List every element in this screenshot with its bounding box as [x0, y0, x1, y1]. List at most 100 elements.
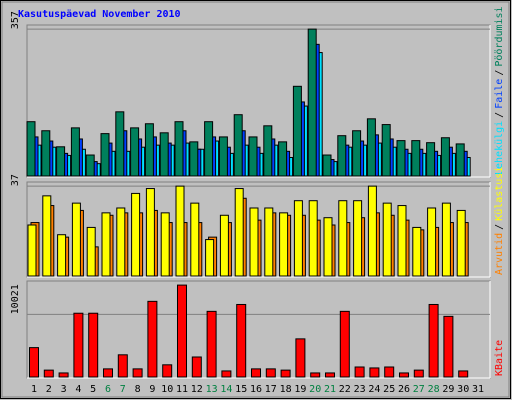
x-tick-label: 6	[105, 384, 111, 395]
bar	[278, 141, 288, 177]
x-tick-label: 2	[46, 384, 52, 395]
bar	[338, 200, 348, 277]
legend: Lehekülgi / Faile / Pöördumisi	[494, 6, 505, 175]
bar	[293, 200, 303, 277]
bar	[147, 300, 158, 378]
bar	[441, 202, 451, 277]
bar	[85, 154, 95, 177]
bar	[103, 368, 113, 378]
bar	[339, 310, 350, 378]
bar	[411, 140, 421, 177]
bar	[455, 143, 465, 177]
y-tick-label: 10021	[10, 284, 21, 314]
bar	[426, 142, 436, 177]
bar	[175, 185, 185, 277]
x-tick-label: 5	[90, 384, 96, 395]
bar	[130, 127, 140, 177]
bar	[131, 192, 141, 277]
panel	[26, 280, 491, 379]
bar	[233, 114, 243, 177]
x-tick-label: 18	[280, 384, 292, 395]
bar	[160, 212, 170, 277]
legend-separator: /	[494, 70, 505, 76]
bar	[73, 312, 84, 378]
bar	[308, 200, 318, 277]
bar	[428, 303, 439, 378]
chart-title: Kasutuspäevad November 2010	[18, 9, 181, 20]
x-tick-label: 26	[398, 384, 410, 395]
bar	[322, 154, 332, 177]
bar	[295, 338, 306, 378]
bar	[115, 111, 125, 177]
bar	[412, 226, 422, 277]
x-tick-label: 7	[120, 384, 126, 395]
x-tick-label: 20	[309, 384, 321, 395]
bar	[116, 207, 126, 277]
y-tick-label: 357	[10, 11, 21, 29]
bar	[144, 123, 154, 177]
legend-separator: /	[494, 112, 505, 118]
bar	[440, 137, 450, 177]
bar	[381, 124, 391, 177]
bar	[27, 224, 37, 277]
bar	[86, 226, 96, 277]
x-tick-label: 4	[75, 384, 81, 395]
x-tick-label: 14	[220, 384, 232, 395]
bar	[58, 372, 69, 378]
bar	[29, 347, 39, 378]
x-tick-label: 11	[176, 384, 188, 395]
legend-separator: /	[494, 224, 505, 230]
bar	[443, 315, 454, 378]
bar	[189, 141, 199, 177]
legend: Arvutid / Külastusi	[494, 167, 505, 275]
x-tick-label: 10	[161, 384, 173, 395]
bar	[353, 200, 363, 277]
x-tick-label: 12	[191, 384, 203, 395]
legend-entry: Faile	[494, 79, 505, 109]
x-tick-label: 28	[428, 384, 440, 395]
bar	[221, 370, 232, 378]
x-tick-label: 19	[294, 384, 306, 395]
x-tick-label: 31	[472, 384, 484, 395]
bar	[369, 367, 380, 378]
bar	[279, 212, 289, 277]
bar	[456, 209, 466, 277]
legend: KBaite	[494, 340, 505, 376]
bar	[263, 125, 273, 177]
x-tick-label: 17	[265, 384, 277, 395]
bar	[219, 214, 229, 277]
bar	[159, 132, 169, 177]
bar	[396, 140, 406, 177]
bar	[251, 368, 261, 378]
x-tick-label: 13	[206, 384, 218, 395]
bar	[249, 207, 259, 277]
bar	[43, 369, 54, 378]
bar	[382, 202, 392, 277]
bar	[41, 130, 51, 177]
bar	[56, 146, 66, 177]
bar	[310, 372, 321, 378]
bar	[352, 130, 362, 177]
x-tick-label: 16	[250, 384, 262, 395]
bar	[307, 28, 317, 177]
bar	[190, 202, 200, 277]
legend-entry: Külastusi	[494, 167, 505, 221]
bar	[177, 284, 187, 378]
bar	[337, 135, 347, 177]
bar	[280, 369, 291, 378]
x-tick-label: 21	[324, 384, 336, 395]
bar	[174, 121, 184, 177]
x-tick-label: 9	[149, 384, 155, 395]
x-tick-label: 3	[61, 384, 67, 395]
x-tick-label: 15	[235, 384, 247, 395]
bar	[397, 205, 407, 277]
bar	[366, 118, 376, 177]
legend-entry: KBaite	[494, 340, 505, 376]
legend-entry: Arvutid	[494, 233, 505, 275]
bar	[101, 212, 111, 277]
bar	[384, 366, 395, 378]
bar	[26, 121, 36, 177]
